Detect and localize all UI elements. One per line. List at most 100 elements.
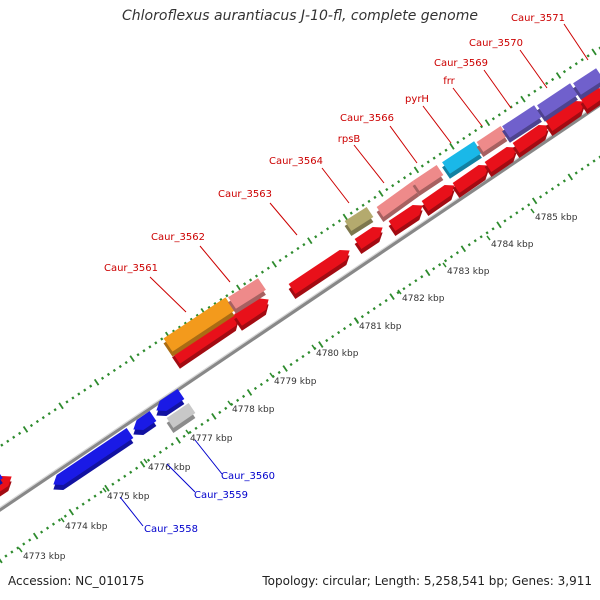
track-dot bbox=[372, 307, 376, 311]
track-dot bbox=[41, 416, 45, 420]
gene-caur-3561 bbox=[163, 297, 235, 352]
track-dot bbox=[65, 400, 69, 404]
track-dot bbox=[521, 207, 525, 211]
track-dot bbox=[124, 360, 128, 365]
scale-tick-mark bbox=[102, 487, 107, 493]
track-dot bbox=[10, 550, 14, 554]
track-dot bbox=[391, 184, 395, 188]
cds-caur-3560 bbox=[156, 389, 185, 411]
track-dot bbox=[591, 48, 597, 56]
track-dot bbox=[104, 484, 110, 492]
gene-label-rpsb: rpsB bbox=[338, 134, 361, 145]
track-dot bbox=[539, 85, 543, 89]
track-dot bbox=[325, 338, 329, 343]
track-dot bbox=[18, 431, 22, 435]
track-dot bbox=[106, 372, 111, 376]
track-dot bbox=[289, 362, 293, 367]
tick-label-4785: 4785 kbp bbox=[535, 213, 578, 223]
track-dot bbox=[349, 211, 353, 215]
forward-gene-labels: Caur_3561 Caur_3562 Caur_3563 Caur_3564 … bbox=[104, 13, 565, 274]
track-dot bbox=[68, 508, 74, 516]
track-dot bbox=[342, 326, 347, 331]
track-dot bbox=[160, 337, 164, 341]
track-dot bbox=[28, 538, 32, 542]
track-dot bbox=[45, 526, 50, 530]
track-dot bbox=[100, 376, 105, 380]
track-dot bbox=[154, 341, 158, 345]
track-dot bbox=[438, 152, 442, 156]
track-dot bbox=[550, 187, 555, 191]
track-dot bbox=[420, 164, 424, 168]
gene-label-caur-3570: Caur_3570 bbox=[469, 38, 523, 49]
cds-caur-3562 bbox=[234, 298, 269, 326]
track-dot bbox=[254, 274, 259, 278]
track-dot bbox=[51, 522, 56, 526]
gene-caur-3560 bbox=[166, 403, 196, 428]
track-dot bbox=[135, 466, 139, 470]
track-dot bbox=[491, 227, 495, 231]
track-dot bbox=[509, 105, 513, 109]
dotted-track-lower bbox=[0, 155, 600, 564]
track-dot bbox=[35, 419, 39, 424]
scale-tick-mark bbox=[486, 235, 491, 241]
track-dot bbox=[188, 430, 192, 434]
track-dot bbox=[331, 223, 336, 227]
track-dot bbox=[337, 219, 342, 223]
track-dot bbox=[123, 474, 127, 478]
track-dot bbox=[16, 546, 20, 550]
gene-label-caur-3564: Caur_3564 bbox=[269, 156, 323, 167]
track-dot bbox=[414, 279, 418, 283]
cds-left-edge bbox=[0, 476, 12, 492]
track-dot bbox=[425, 269, 431, 277]
track-dot bbox=[455, 251, 460, 255]
track-dot bbox=[562, 69, 567, 74]
track-dot bbox=[580, 58, 584, 62]
track-dot bbox=[93, 378, 100, 386]
scale-tick-mark bbox=[60, 517, 65, 523]
track-dot bbox=[555, 72, 562, 79]
track-dot bbox=[426, 160, 430, 164]
track-dot bbox=[378, 190, 384, 197]
track-dot bbox=[462, 136, 466, 141]
track-dot bbox=[515, 211, 519, 215]
track-dot bbox=[467, 243, 471, 247]
track-dot bbox=[282, 365, 288, 372]
gene-label-caur-3569: Caur_3569 bbox=[434, 58, 488, 69]
gene-features bbox=[0, 68, 600, 497]
track-dot bbox=[290, 250, 294, 255]
gene-caur-3564 bbox=[344, 207, 374, 231]
track-dot bbox=[385, 187, 389, 192]
tick-label-4781: 4781 kbp bbox=[359, 322, 402, 332]
track-dot bbox=[136, 353, 140, 357]
track-dot bbox=[580, 167, 584, 171]
track-dot bbox=[89, 384, 93, 388]
track-dot bbox=[225, 294, 229, 298]
track-dot bbox=[218, 410, 222, 414]
gene-label-caur-3560: Caur_3560 bbox=[221, 471, 275, 482]
scale-tick-mark bbox=[143, 458, 148, 464]
gene-label-caur-3571: Caur_3571 bbox=[511, 13, 565, 24]
track-dot bbox=[248, 278, 253, 282]
track-dot bbox=[520, 95, 526, 103]
track-dot bbox=[320, 231, 324, 235]
track-dot bbox=[396, 291, 400, 295]
cds-caur-3571 bbox=[545, 101, 585, 131]
track-dot bbox=[331, 334, 335, 339]
cds-left-blue-side bbox=[0, 479, 3, 485]
track-dot bbox=[545, 81, 549, 85]
track-dot bbox=[533, 89, 537, 93]
gene-frr bbox=[476, 126, 508, 152]
track-dot bbox=[355, 207, 359, 211]
track-dot bbox=[468, 132, 472, 137]
track-dot bbox=[22, 426, 29, 433]
tick-label-4782: 4782 kbp bbox=[402, 294, 445, 304]
cds-caur-3561 bbox=[172, 314, 239, 364]
track-dot bbox=[314, 235, 318, 239]
scale-tick-mark bbox=[269, 372, 274, 378]
track-dot bbox=[367, 199, 371, 203]
track-dot bbox=[503, 109, 507, 113]
track-dot bbox=[200, 422, 204, 426]
tick-label-4774: 4774 kbp bbox=[65, 522, 108, 532]
track-dot bbox=[503, 219, 507, 223]
reverse-leader-lines bbox=[119, 439, 223, 527]
